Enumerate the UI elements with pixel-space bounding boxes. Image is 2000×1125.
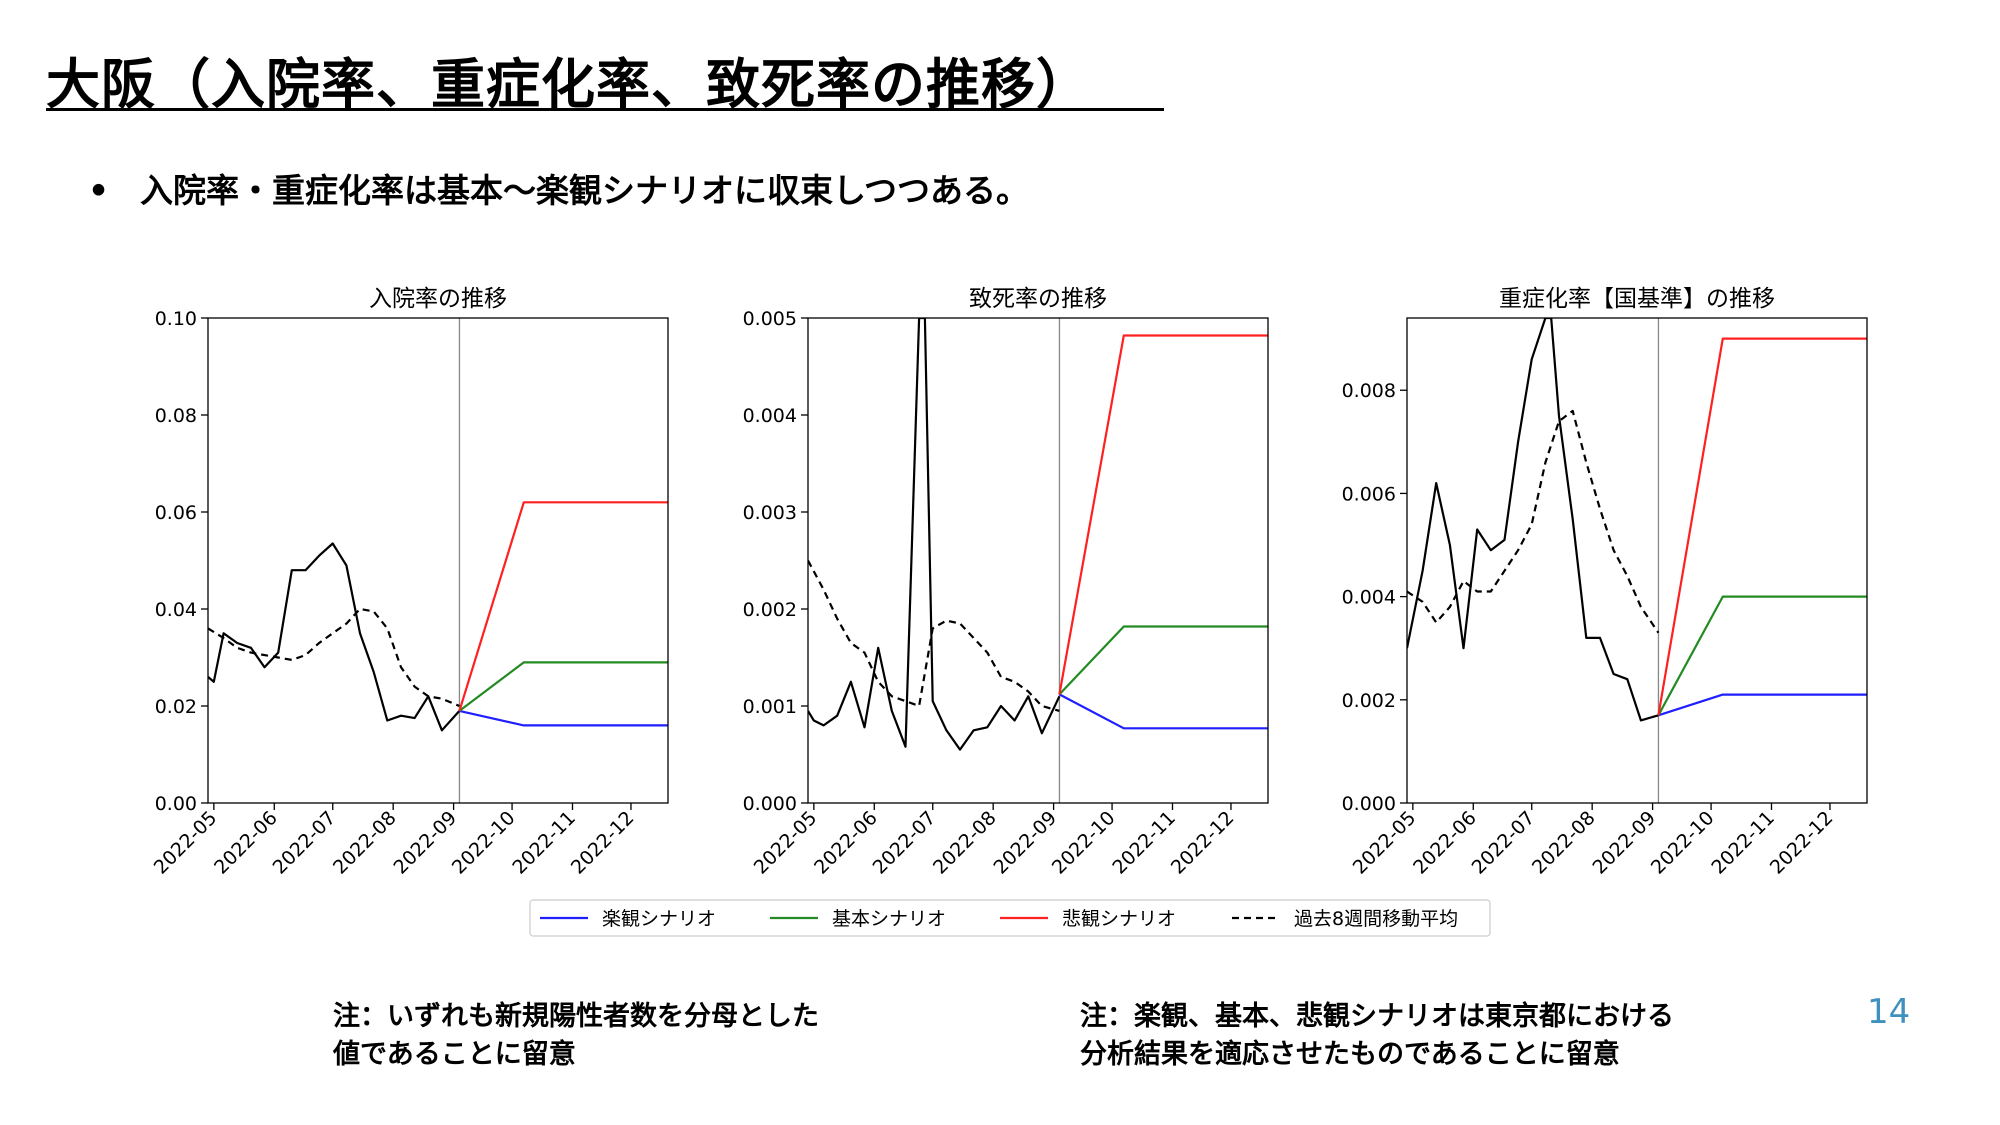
- series-actual-line: [808, 318, 1061, 751]
- x-tick-label: 2022-07: [269, 807, 341, 879]
- chart-3: 重症化率【国基準】の推移 0.000 0.002 0.004 0.006 0.008 202…: [1342, 286, 1868, 879]
- chart-2: 致死率の推移 0.000 0.001 0.002 0.003 0.004 0.005 2022…: [743, 286, 1269, 879]
- series-moving-average-line: [208, 607, 460, 708]
- chart-1: 入院率の推移0.000.020.040.060.080.102022-05202…: [150, 286, 669, 879]
- series-pessimistic-line: [458, 501, 668, 712]
- note-left: 注：いずれも新規陽性者数を分母とした 値であることに留意: [333, 998, 819, 1074]
- series-actual-line: [208, 542, 461, 732]
- legend-label-pessimistic: 悲観シナリオ: [1062, 908, 1176, 930]
- plot-frame: [1406, 317, 1868, 804]
- series-base-line: [1058, 625, 1268, 696]
- x-tick-label: 2022-10: [1647, 807, 1719, 879]
- x-tick-label: 2022-10: [1048, 807, 1120, 879]
- x-tick-label: 2022-12: [1167, 807, 1239, 879]
- y-tick-label: 0.00: [155, 793, 197, 815]
- page-title: 大阪（入院率、重症化率、致死率の推移）: [46, 53, 1091, 116]
- series-base-line: [1657, 595, 1867, 716]
- plot-frame: [207, 317, 669, 804]
- series-moving-average-line: [1407, 409, 1660, 634]
- note-right-line2: 分析結果を適応させたものであることに留意: [1080, 1039, 1620, 1070]
- x-tick-label: 2022-09: [989, 807, 1061, 879]
- x-tick-label: 2022-06: [210, 807, 282, 879]
- legend-label-optimistic: 楽観シナリオ: [602, 908, 716, 930]
- summary-bullet: • 入院率・重症化率は基本～楽観シナリオに収束しつつある。: [88, 164, 1029, 212]
- y-tick-label: 0.001: [743, 696, 797, 718]
- page-number: 14: [1867, 992, 1911, 1032]
- y-tick-label: 0.02: [155, 696, 197, 718]
- legend: 楽観シナリオ 基本シナリオ 悲観シナリオ 過去8週間移動平均: [529, 899, 1491, 937]
- charts-area: 入院率の推移0.000.020.040.060.080.102022-05202…: [150, 286, 1868, 937]
- series-pessimistic-line: [1657, 337, 1867, 716]
- y-tick-label: 0.08: [155, 405, 197, 427]
- note-right-line1: 注：楽観、基本、悲観シナリオは東京都における: [1080, 1001, 1674, 1032]
- x-tick-label: 2022-11: [1707, 807, 1779, 879]
- y-tick-label: 0.005: [743, 308, 797, 330]
- y-tick-label: 0.000: [1342, 793, 1396, 815]
- series-pessimistic-line: [1058, 334, 1268, 695]
- y-tick-label: 0.04: [155, 599, 197, 621]
- series-base-line: [458, 661, 668, 712]
- plot-frame: [807, 317, 1269, 804]
- series-moving-average-line: [808, 559, 1060, 712]
- x-tick-label: 2022-06: [810, 807, 882, 879]
- y-tick-label: 0.10: [155, 308, 197, 330]
- x-tick-label: 2022-11: [1108, 807, 1180, 879]
- x-tick-label: 2022-05: [150, 807, 222, 879]
- chart-title: 致死率の推移: [969, 286, 1107, 312]
- chart-title: 重症化率【国基準】の推移: [1499, 286, 1775, 312]
- x-tick-label: 2022-07: [869, 807, 941, 879]
- series-actual-line: [1407, 318, 1659, 722]
- y-tick-label: 0.06: [155, 502, 197, 524]
- legend-label-moving-average: 過去8週間移動平均: [1294, 908, 1458, 930]
- series-optimistic-line: [459, 709, 668, 727]
- chart-title: 入院率の推移: [369, 286, 507, 312]
- y-tick-label: 0.002: [1342, 690, 1396, 712]
- legend-label-base: 基本シナリオ: [832, 908, 946, 930]
- x-tick-label: 2022-06: [1409, 807, 1481, 879]
- bullet-marker: •: [88, 171, 110, 210]
- y-tick-label: 0.006: [1342, 483, 1396, 505]
- x-tick-label: 2022-11: [508, 807, 580, 879]
- title-underline: [46, 108, 1164, 111]
- x-tick-label: 2022-12: [1766, 807, 1838, 879]
- series-optimistic-line: [1058, 693, 1268, 730]
- x-tick-label: 2022-12: [567, 807, 639, 879]
- x-tick-label: 2022-10: [448, 807, 520, 879]
- note-right: 注：楽観、基本、悲観シナリオは東京都における 分析結果を適応させたものであること…: [1080, 998, 1674, 1074]
- x-tick-label: 2022-09: [1588, 807, 1660, 879]
- y-tick-label: 0.008: [1342, 380, 1396, 402]
- y-tick-label: 0.003: [743, 502, 797, 524]
- summary-text: 入院率・重症化率は基本～楽観シナリオに収束しつつある。: [140, 171, 1030, 210]
- x-tick-label: 2022-05: [750, 807, 822, 879]
- x-tick-label: 2022-05: [1349, 807, 1421, 879]
- x-tick-label: 2022-08: [929, 807, 1001, 879]
- y-tick-label: 0.004: [743, 405, 797, 427]
- y-tick-label: 0.002: [743, 599, 797, 621]
- note-left-line1: 注：いずれも新規陽性者数を分母とした: [333, 1001, 819, 1032]
- x-tick-label: 2022-08: [1528, 807, 1600, 879]
- x-tick-label: 2022-07: [1468, 807, 1540, 879]
- y-tick-label: 0.004: [1342, 587, 1396, 609]
- series-optimistic-line: [1658, 693, 1867, 717]
- note-left-line2: 値であることに留意: [333, 1039, 576, 1070]
- x-tick-label: 2022-08: [329, 807, 401, 879]
- y-tick-label: 0.000: [743, 793, 797, 815]
- x-tick-label: 2022-09: [389, 807, 461, 879]
